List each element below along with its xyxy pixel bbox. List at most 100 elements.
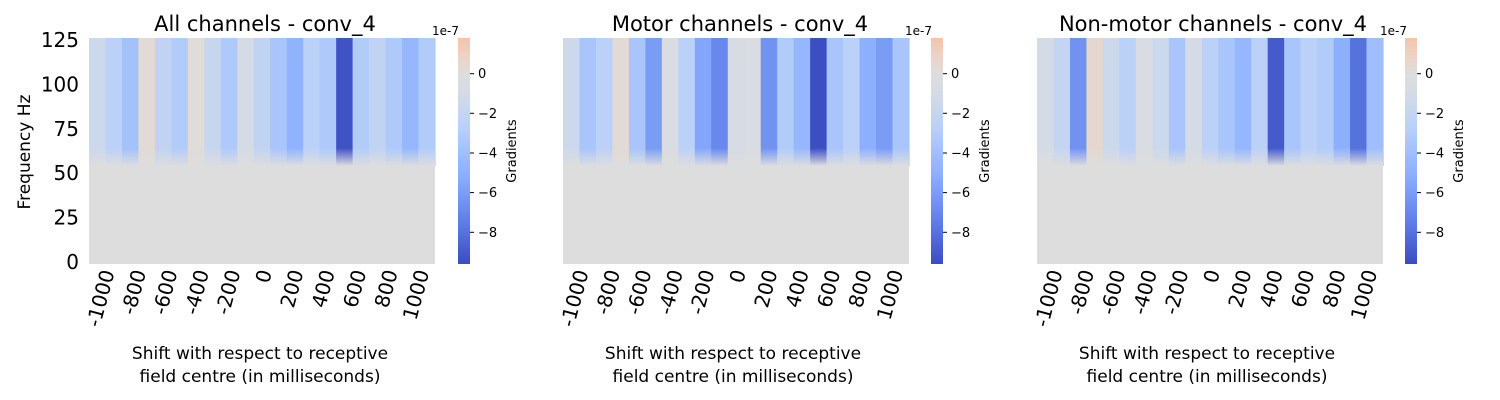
colorbar-label: Gradients xyxy=(505,119,520,183)
heatmap-column xyxy=(859,38,877,166)
colorbar-ticks: 0 −2 −4 −6 −8 xyxy=(470,67,497,241)
heatmap-column xyxy=(826,38,844,166)
heatmap-transition xyxy=(89,148,435,166)
colorbar-tick-label: −6 xyxy=(951,186,970,201)
x-tick-label: -1000 xyxy=(81,267,119,329)
heatmap-column xyxy=(1251,38,1269,166)
heatmap-column xyxy=(760,38,778,166)
x-tick-label: 0 xyxy=(724,267,750,286)
heatmap-panel-motor-channels: Motor channels - conv_4 -1000-800-600-40… xyxy=(555,12,993,387)
x-axis-label-line1: Shift with respect to receptive xyxy=(132,344,388,364)
heatmap-column xyxy=(237,38,255,166)
heatmap-column xyxy=(1317,38,1335,166)
heatmap-column xyxy=(138,38,156,166)
colorbar-tick-label: −4 xyxy=(1425,147,1444,162)
heatmap-column xyxy=(727,38,745,166)
heatmap-column xyxy=(595,38,614,166)
heatmap-column xyxy=(1366,38,1384,166)
heatmap-cells xyxy=(1037,38,1384,264)
heatmap-column xyxy=(892,38,910,166)
heatmap-column xyxy=(579,38,597,166)
heatmap-column xyxy=(1284,38,1302,166)
heatmap-column xyxy=(89,38,107,166)
x-axis-label-line1: Shift with respect to receptive xyxy=(1079,344,1335,364)
chart-title: All channels - conv_4 xyxy=(154,12,376,37)
heatmap-column xyxy=(1168,38,1186,166)
x-axis-label-line2: field centre (in milliseconds) xyxy=(613,367,854,387)
heatmap-column xyxy=(1333,38,1351,166)
x-tick-label: 1000 xyxy=(1346,267,1382,322)
x-tick-label: 400 xyxy=(1255,267,1288,310)
heatmap-panel-all-channels: All channels - conv_4 125 100 75 50 25 0 Freq… xyxy=(15,12,520,387)
x-tick-label: 800 xyxy=(370,267,403,310)
heatmap-column xyxy=(1102,38,1120,166)
x-tick-label: -200 xyxy=(684,267,719,317)
heatmap-column xyxy=(876,38,894,166)
colorbar-offset-text: 1e-7 xyxy=(905,24,932,38)
x-tick-label: -200 xyxy=(210,267,245,317)
x-tick-label: -800 xyxy=(116,267,151,317)
heatmap-column xyxy=(628,38,646,166)
heatmap-column xyxy=(402,38,420,166)
heatmap-column xyxy=(744,38,762,166)
heatmap-column xyxy=(1350,38,1368,166)
colorbar-tick-label: −4 xyxy=(951,147,970,162)
colorbar-tick-label: −2 xyxy=(1425,107,1444,122)
colorbar-tick-label: −2 xyxy=(951,107,970,122)
x-tick-label: 200 xyxy=(275,267,308,310)
x-tick-label: 800 xyxy=(1318,267,1351,310)
heatmap-column xyxy=(369,38,387,166)
x-tick-label: 600 xyxy=(338,267,371,310)
heatmap-column xyxy=(1086,38,1104,166)
heatmap-column xyxy=(1069,38,1088,166)
x-tick-label: 0 xyxy=(1198,267,1224,286)
x-tick-label: -1000 xyxy=(1029,267,1067,329)
heatmap-column xyxy=(1053,38,1071,166)
chart-title: Non-motor channels - conv_4 xyxy=(1059,12,1367,37)
heatmap-cells xyxy=(563,38,910,264)
heatmap-column xyxy=(1201,38,1219,166)
heatmap-column xyxy=(694,38,712,166)
heatmap-column xyxy=(303,38,321,166)
heatmap-column xyxy=(777,38,795,166)
heatmap-column xyxy=(105,38,123,166)
x-tick-label: -600 xyxy=(147,267,182,317)
heatmap-transition xyxy=(563,148,909,166)
y-tick-label: 0 xyxy=(66,250,79,274)
heatmap-column xyxy=(352,38,370,166)
colorbar-label: Gradients xyxy=(1452,119,1467,183)
heatmap-low-freq-fill xyxy=(563,166,909,264)
heatmap-column xyxy=(711,38,729,166)
heatmap-column xyxy=(286,38,304,166)
x-tick-label: 200 xyxy=(1223,267,1256,310)
heatmap-column xyxy=(1037,38,1055,166)
heatmap-column xyxy=(612,38,630,166)
heatmap-column xyxy=(204,38,222,166)
colorbar-tick-label: −6 xyxy=(1425,186,1444,201)
colorbar-tick-label: −8 xyxy=(1425,226,1444,241)
x-tick-label: 400 xyxy=(781,267,814,310)
heatmap-column xyxy=(220,38,238,166)
x-tick-label: 800 xyxy=(844,267,877,310)
colorbar-offset-text: 1e-7 xyxy=(432,24,459,38)
x-tick-label: 1000 xyxy=(872,267,908,322)
heatmap-column xyxy=(810,38,828,166)
heatmap-column xyxy=(171,38,189,166)
heatmap-column xyxy=(253,38,271,166)
heatmap-column xyxy=(385,38,403,166)
y-tick-label: 100 xyxy=(41,72,79,96)
heatmap-column xyxy=(793,38,811,166)
chart-title: Motor channels - conv_4 xyxy=(612,12,868,37)
x-tick-label: -800 xyxy=(1064,267,1099,317)
heatmap-column xyxy=(1185,38,1203,166)
colorbar: 0 −2 −4 −6 −8 1e-7 Gradients xyxy=(432,24,520,264)
y-axis-label: Frequency Hz xyxy=(15,94,35,209)
heatmap-column xyxy=(154,38,172,166)
colorbar-tick-label: 0 xyxy=(478,67,486,82)
heatmap-low-freq-fill xyxy=(89,166,435,264)
colorbar-tick-label: −6 xyxy=(478,186,497,201)
heatmap-column xyxy=(1135,38,1153,166)
x-tick-label: -1000 xyxy=(555,267,593,329)
